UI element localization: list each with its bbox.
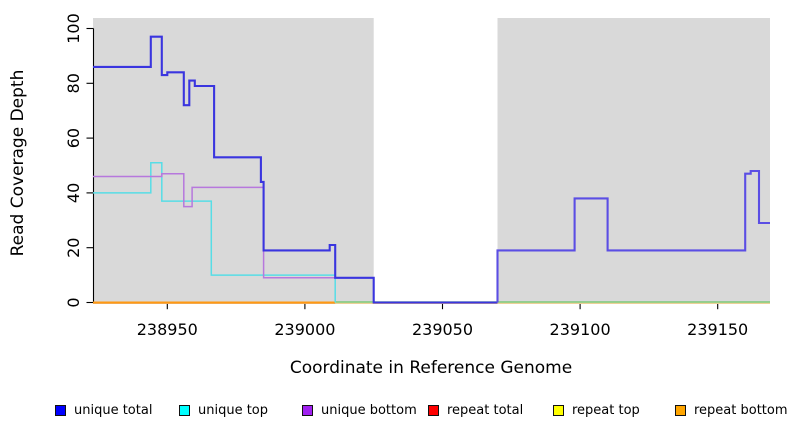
unique-total-line-right [496, 169, 770, 303]
legend-swatch-unique-total [55, 404, 66, 416]
x-tick-label: 239050 [412, 320, 473, 339]
legend-item-repeat-total: repeat total [428, 401, 523, 419]
legend-label: unique bottom [321, 402, 417, 418]
legend-swatch-repeat-total [428, 404, 439, 416]
legend-item-unique-bottom: unique bottom [302, 401, 417, 419]
x-tick-label: 239000 [274, 320, 335, 339]
y-tick-label: 80 [64, 73, 83, 93]
legend-swatch-repeat-bottom [675, 404, 686, 416]
y-axis-title: Read Coverage Depth [8, 69, 28, 257]
legend-swatch-unique-bottom [302, 404, 313, 416]
unique-top-line [93, 162, 336, 303]
legend-item-unique-total: unique total [55, 401, 152, 419]
legend-item-unique-top: unique top [179, 401, 268, 419]
legend-item-repeat-bottom: repeat bottom [675, 401, 788, 419]
legend: unique total unique top unique bottom re… [0, 401, 792, 421]
unique-total-line-left [93, 35, 498, 304]
y-tick-label: 60 [64, 128, 83, 148]
y-tick-label: 40 [64, 183, 83, 203]
x-tick-label: 238950 [137, 320, 198, 339]
legend-label: unique top [198, 402, 269, 418]
x-tick-label: 239100 [550, 320, 611, 339]
legend-swatch-unique-top [179, 404, 190, 416]
legend-swatch-repeat-top [553, 404, 564, 416]
y-tick-label: 0 [64, 297, 83, 307]
legend-label: repeat bottom [694, 402, 788, 418]
x-axis-title: Coordinate in Reference Genome [289, 358, 573, 378]
legend-label: repeat top [572, 402, 640, 418]
x-tick-label: 239150 [687, 320, 748, 339]
unshaded-band [373, 18, 498, 303]
legend-item-repeat-top: repeat top [553, 401, 640, 419]
y-tick-label: 100 [64, 13, 83, 44]
y-tick-label: 20 [64, 238, 83, 258]
legend-label: unique total [74, 402, 153, 418]
legend-label: repeat total [447, 402, 524, 418]
